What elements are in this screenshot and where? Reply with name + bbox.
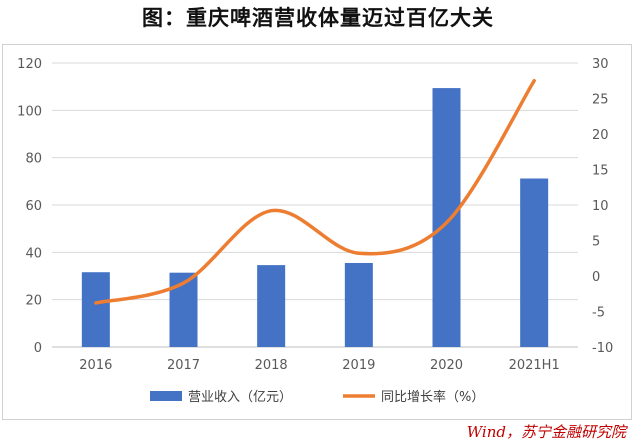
y2-tick-label: 0 <box>592 270 600 285</box>
x-tick-label: 2016 <box>79 358 112 373</box>
legend-label-growth: 同比增长率（%） <box>381 389 484 405</box>
x-tick-label: 2021H1 <box>509 358 560 373</box>
legend-label-revenue: 营业收入（亿元） <box>188 390 292 405</box>
y2-tick-label: 15 <box>592 164 609 179</box>
y2-tick-label: -5 <box>592 306 605 321</box>
y-tick-label: 40 <box>25 246 42 261</box>
y-tick-label: 0 <box>34 341 42 356</box>
bar <box>520 178 549 347</box>
y-tick-label: 80 <box>25 152 42 167</box>
bar <box>432 88 461 347</box>
bar <box>169 272 198 347</box>
x-tick-label: 2020 <box>430 358 463 373</box>
y-tick-label: 100 <box>17 104 42 119</box>
x-tick-label: 2018 <box>255 358 288 373</box>
chart-frame <box>2 44 632 420</box>
y-tick-label: 20 <box>25 294 42 309</box>
y-tick-label: 120 <box>17 57 42 72</box>
x-tick-label: 2019 <box>342 358 375 373</box>
bar <box>344 262 373 347</box>
y2-tick-label: 25 <box>592 93 609 108</box>
x-tick-label: 2017 <box>167 358 200 373</box>
source-note: Wind，苏宁金融研究院 <box>466 423 626 441</box>
chart-title: 图：重庆啤酒营收体量迈过百亿大关 <box>142 6 494 30</box>
y2-tick-label: 20 <box>592 128 609 143</box>
growth-line <box>94 79 536 305</box>
bar <box>257 265 286 347</box>
y2-tick-label: 5 <box>592 235 600 250</box>
bar <box>81 272 110 347</box>
y-tick-label: 60 <box>25 199 42 214</box>
y2-tick-label: 30 <box>592 57 609 72</box>
y2-tick-label: -10 <box>592 341 613 356</box>
y2-tick-label: 10 <box>592 199 609 214</box>
legend-swatch-bar <box>150 391 182 401</box>
